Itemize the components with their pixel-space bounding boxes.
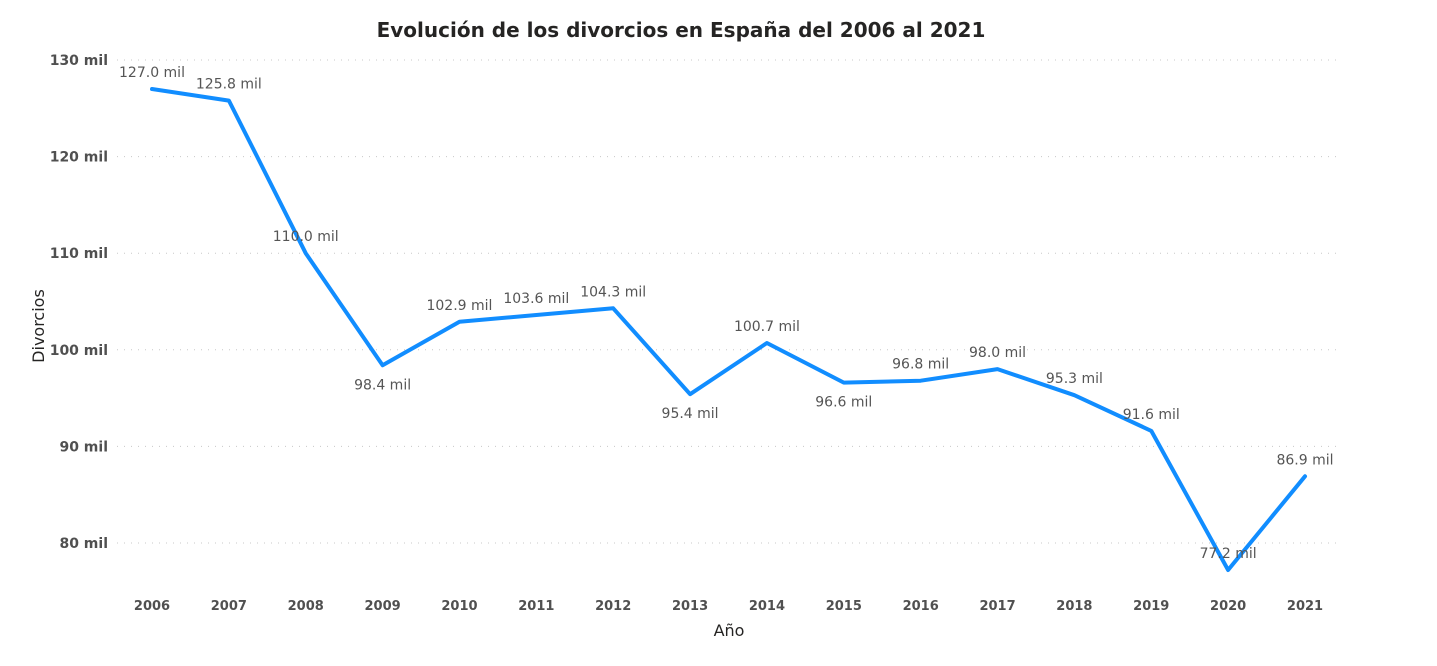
x-tick-label: 2020	[1210, 599, 1246, 614]
x-tick-label: 2014	[749, 599, 785, 614]
data-label: 110.0 mil	[273, 229, 339, 245]
y-axis-ticks: 80 mil 90 mil 100 mil 110 mil 120 mil 130 mil	[50, 53, 108, 552]
data-label: 102.9 mil	[426, 298, 492, 314]
x-axis-title: Año	[714, 621, 745, 640]
x-tick-label: 2018	[1056, 599, 1092, 614]
data-label: 95.4 mil	[662, 406, 719, 422]
gridlines	[117, 59, 1340, 544]
data-label: 77.2 mil	[1200, 546, 1257, 562]
data-label: 98.4 mil	[354, 377, 411, 393]
x-tick-label: 2009	[365, 599, 401, 614]
x-tick-label: 2017	[979, 599, 1015, 614]
y-tick-label: 100 mil	[50, 343, 108, 359]
data-label: 103.6 mil	[503, 291, 569, 307]
x-tick-label: 2011	[518, 599, 554, 614]
data-label: 96.8 mil	[892, 357, 949, 373]
data-label: 91.6 mil	[1123, 407, 1180, 423]
series-line	[150, 87, 1307, 572]
data-label: 127.0 mil	[119, 65, 185, 81]
y-tick-label: 90 mil	[59, 439, 108, 455]
y-tick-label: 120 mil	[50, 150, 108, 166]
data-label: 104.3 mil	[580, 284, 646, 300]
x-axis-ticks: 2006 2007 2008 2009 2010 2011 2012 2013 2014 2015…	[134, 599, 1323, 614]
x-tick-label: 2019	[1133, 599, 1169, 614]
x-tick-label: 2015	[826, 599, 862, 614]
y-tick-label: 80 mil	[59, 536, 108, 552]
chart-title: Evolución de los divorcios en España del…	[376, 18, 986, 42]
data-label: 98.0 mil	[969, 345, 1026, 361]
x-tick-label: 2007	[211, 599, 247, 614]
data-label: 100.7 mil	[734, 319, 800, 335]
data-label: 96.6 mil	[815, 395, 872, 411]
data-label: 125.8 mil	[196, 77, 262, 93]
x-tick-label: 2021	[1287, 599, 1323, 614]
y-tick-label: 130 mil	[50, 53, 108, 69]
data-labels: 127.0 mil 125.8 mil 110.0 mil 98.4 mil 102.9…	[119, 65, 1334, 562]
x-tick-label: 2006	[134, 599, 170, 614]
x-tick-label: 2012	[595, 599, 631, 614]
x-tick-label: 2008	[288, 599, 324, 614]
data-label: 95.3 mil	[1046, 371, 1103, 387]
y-axis-title: Divorcios	[29, 289, 48, 363]
x-tick-label: 2016	[903, 599, 939, 614]
series-line-layer	[150, 87, 1307, 572]
x-tick-label: 2013	[672, 599, 708, 614]
x-tick-label: 2010	[441, 599, 477, 614]
data-label: 86.9 mil	[1276, 452, 1333, 468]
y-tick-label: 110 mil	[50, 246, 108, 262]
